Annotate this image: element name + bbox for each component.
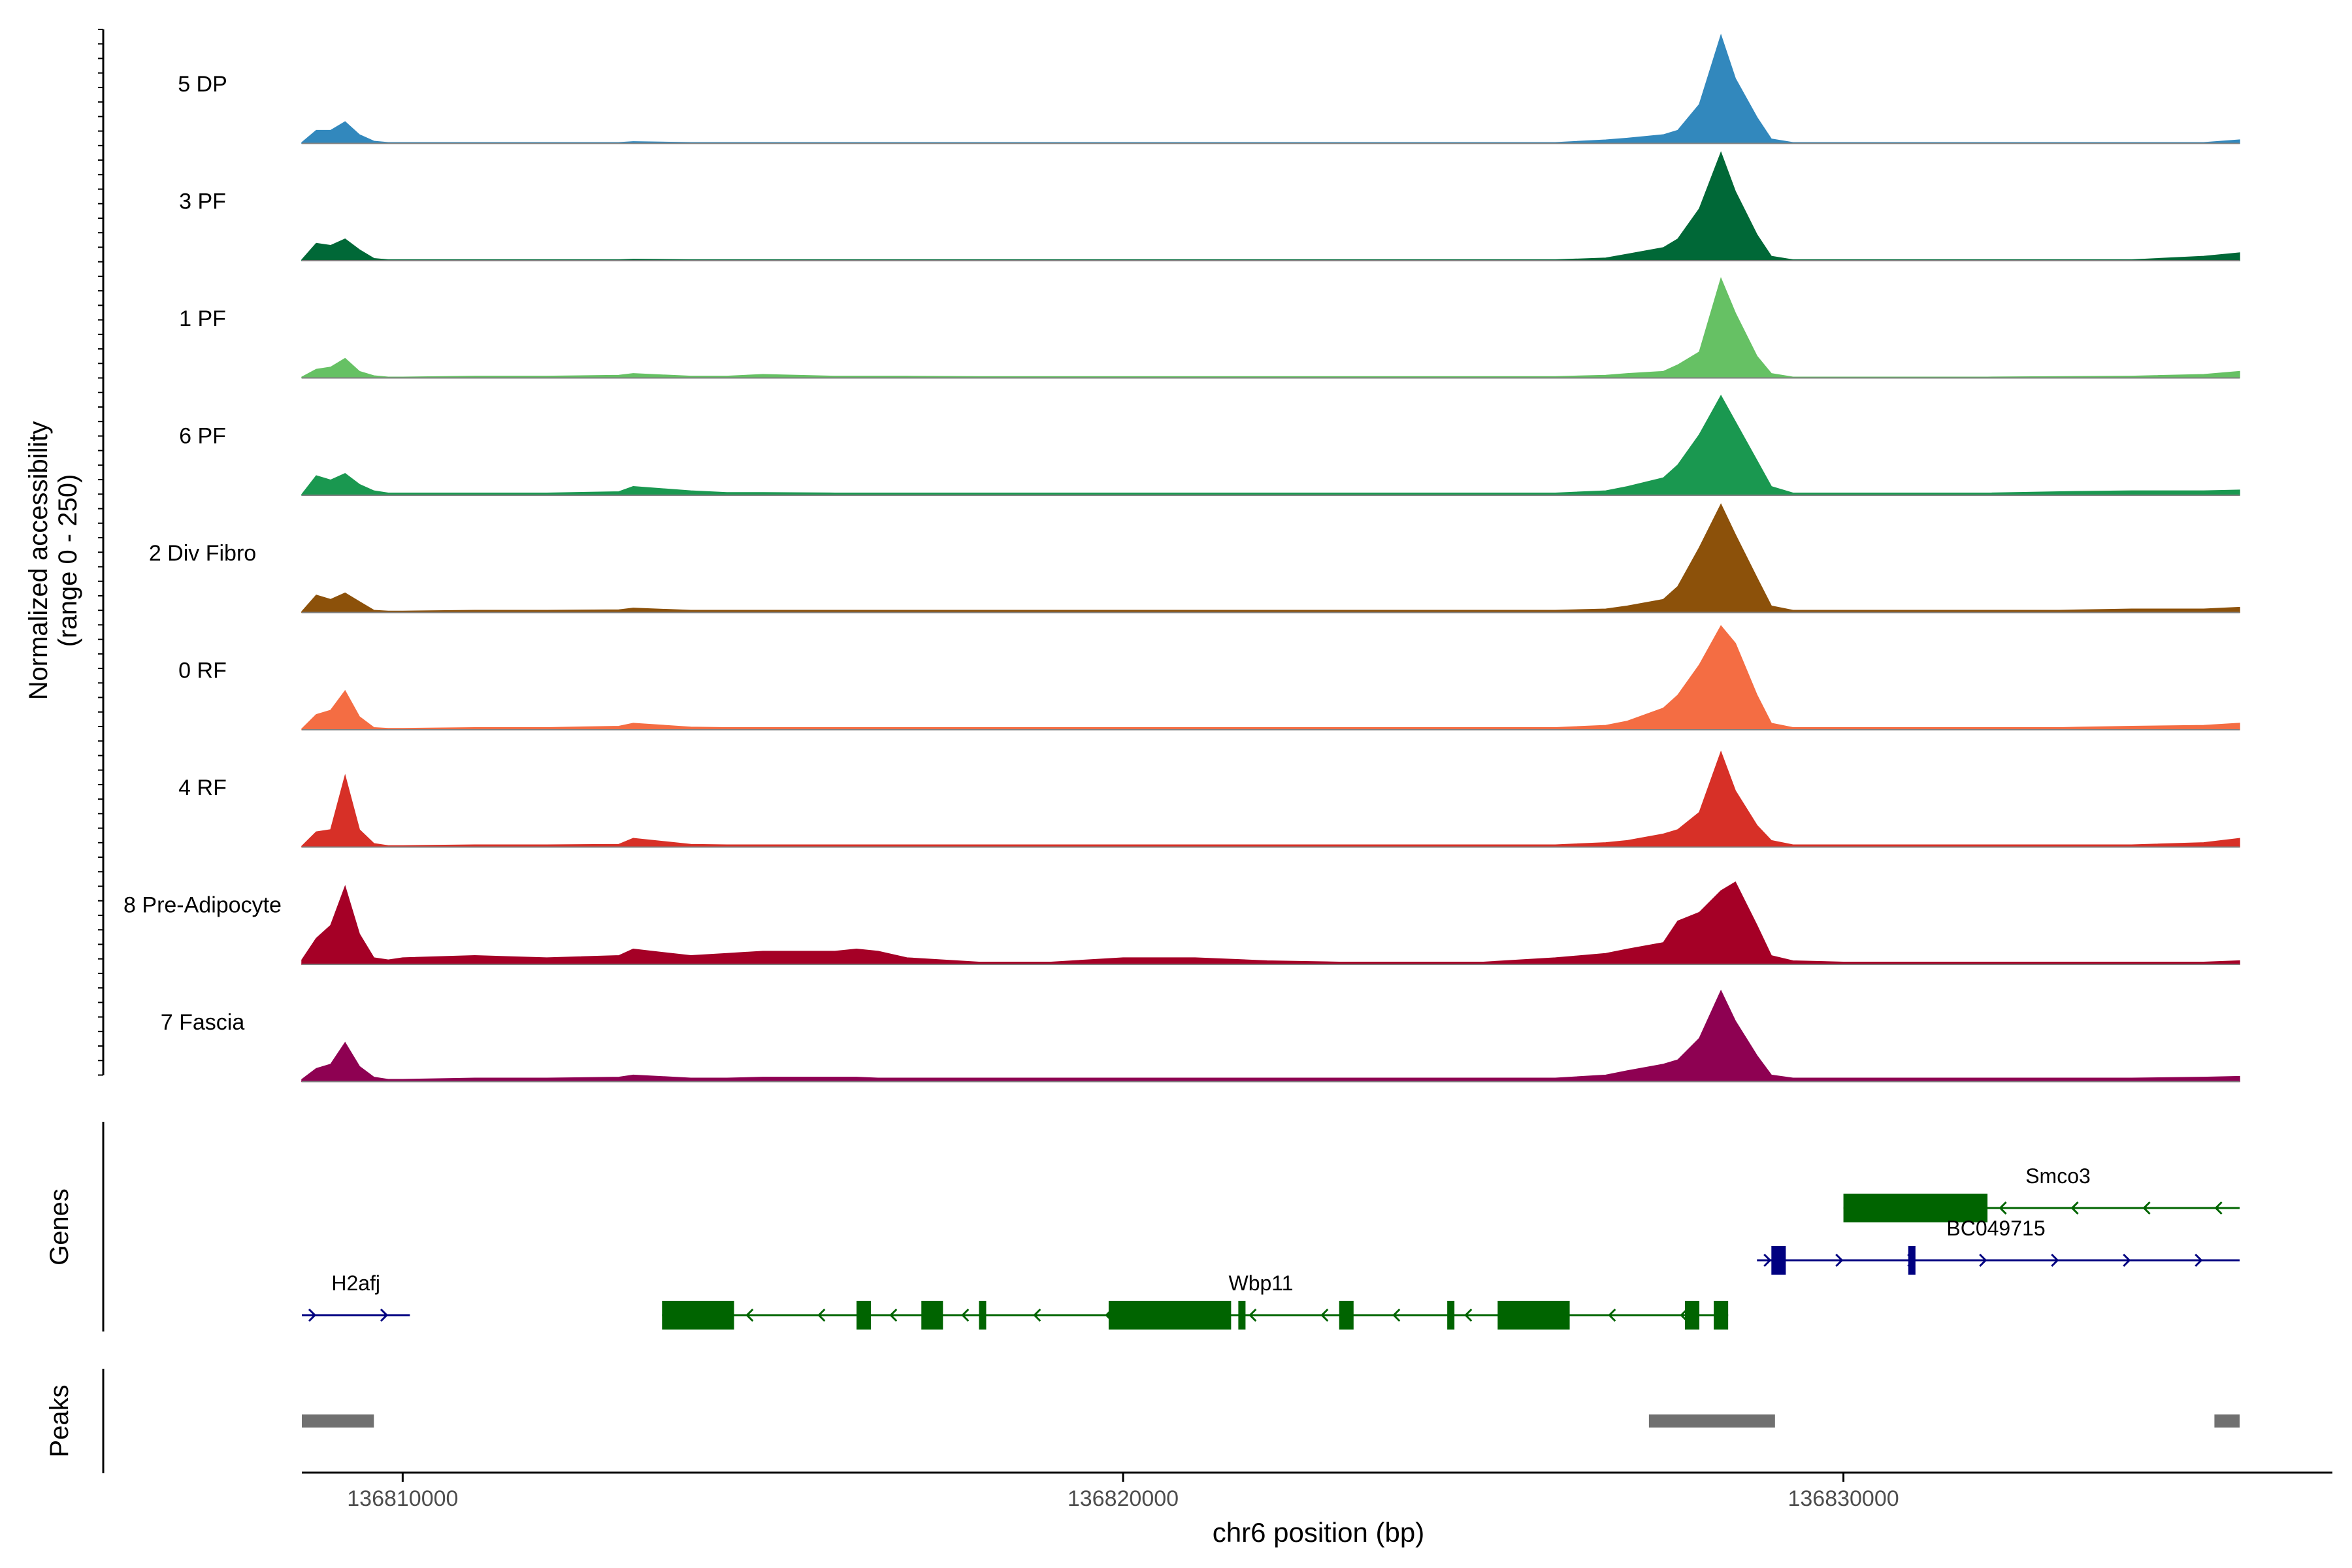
coverage-area [301,750,2240,848]
exon [662,1301,734,1330]
gene-h2afj: H2afj [302,1271,410,1322]
strand-arrow [1835,1253,1844,1267]
coverage-area [301,151,2240,261]
track-7-fascia: 7 Fascia [161,989,2240,1083]
coverage-y-axis [98,29,105,1076]
strand-arrow [2214,1201,2223,1215]
strand-arrow [2051,1253,2059,1267]
x-axis-label: chr6 position (bp) [1213,1517,1425,1548]
track-2-div-fibro: 2 Div Fibro [149,503,2240,613]
peak [2214,1414,2240,1428]
exon [1339,1301,1354,1330]
peak [1648,1414,1775,1428]
track-label: 0 RF [178,659,227,683]
exon [1843,1194,1988,1222]
strand-arrow [1464,1308,1473,1322]
coverage-y-label-line2: (range 0 - 250) [54,474,82,647]
exon [1684,1301,1700,1330]
track-label: 5 DP [178,72,227,97]
track-0-rf: 0 RF [178,625,2240,730]
strand-arrow [1979,1253,1987,1267]
exon [1497,1301,1570,1330]
exon [1908,1246,1916,1275]
strand-arrow [308,1308,317,1322]
coverage-area [301,503,2240,613]
peak [302,1414,374,1428]
x-tick-label: 136830000 [1788,1486,1899,1511]
track-label: 1 PF [179,306,226,331]
gene-label: BC049715 [1946,1217,2045,1240]
strand-arrow [1999,1201,2007,1215]
peak-track [302,1414,2240,1428]
track-label: 3 PF [179,189,226,214]
exon [1447,1301,1455,1330]
track-6-pf: 6 PF [179,395,2240,496]
strand-arrow [817,1308,826,1322]
strand-arrow [2070,1201,2079,1215]
exon [979,1301,987,1330]
strand-arrow [961,1308,970,1322]
strand-arrow [889,1308,898,1322]
exon [1238,1301,1246,1330]
strand-arrow [1763,1253,1772,1267]
strand-arrow [1249,1308,1257,1322]
coverage-tracks: 5 DP 3 PF 1 PF 6 PF 2 Div Fibro 0 RF 4 RF 8 Pre… [123,33,2240,1083]
strand-arrow [1392,1308,1401,1322]
coverage-area [301,395,2240,496]
coverage-area [301,625,2240,730]
coverage-y-label-line1: Normalized accessibility [24,421,53,700]
strand-arrow [2142,1201,2151,1215]
coverage-area [301,989,2240,1083]
track-3-pf: 3 PF [179,151,2240,261]
coverage-area [301,881,2240,965]
exon [1108,1301,1232,1330]
strand-arrow [1320,1308,1329,1322]
strand-arrow [380,1308,389,1322]
track-label: 4 RF [178,776,227,800]
track-5-dp: 5 DP [178,33,2240,144]
track-label: 2 Div Fibro [149,541,256,566]
track-8-pre-adipocyte: 8 Pre-Adipocyte [123,881,2240,965]
x-axis: 136810000 136820000 136830000 [302,1471,2332,1511]
strand-arrow [1608,1308,1616,1322]
gene-label: Smco3 [2025,1164,2091,1188]
track-4-rf: 4 RF [178,750,2240,848]
exon [921,1301,943,1330]
strand-arrow [745,1308,754,1322]
exon [1771,1246,1786,1275]
exon [857,1301,872,1330]
track-label: 8 Pre-Adipocyte [123,893,282,918]
gene-smco3: Smco3 [1843,1164,2240,1222]
genes-panel-label: Genes [45,1188,74,1266]
gene-label: Wbp11 [1228,1271,1293,1295]
track-label: 7 Fascia [161,1010,245,1035]
exon [1714,1301,1729,1330]
x-tick-label: 136820000 [1068,1486,1179,1511]
coverage-area [301,33,2240,144]
strand-arrow [2195,1253,2203,1267]
x-tick-label: 136810000 [347,1486,458,1511]
gene-bc049715: BC049715 [1757,1217,2240,1275]
coverage-area [301,276,2240,379]
peaks-panel-label: Peaks [45,1384,74,1457]
track-1-pf: 1 PF [179,276,2240,379]
strand-arrow [2123,1253,2131,1267]
gene-wbp11: Wbp11 [662,1271,1729,1330]
gene-track: H2afj Wbp11 Smco3 BC049715 [302,1164,2240,1330]
track-label: 6 PF [179,424,226,449]
gene-label: H2afj [331,1271,380,1295]
strand-arrow [1033,1308,1041,1322]
